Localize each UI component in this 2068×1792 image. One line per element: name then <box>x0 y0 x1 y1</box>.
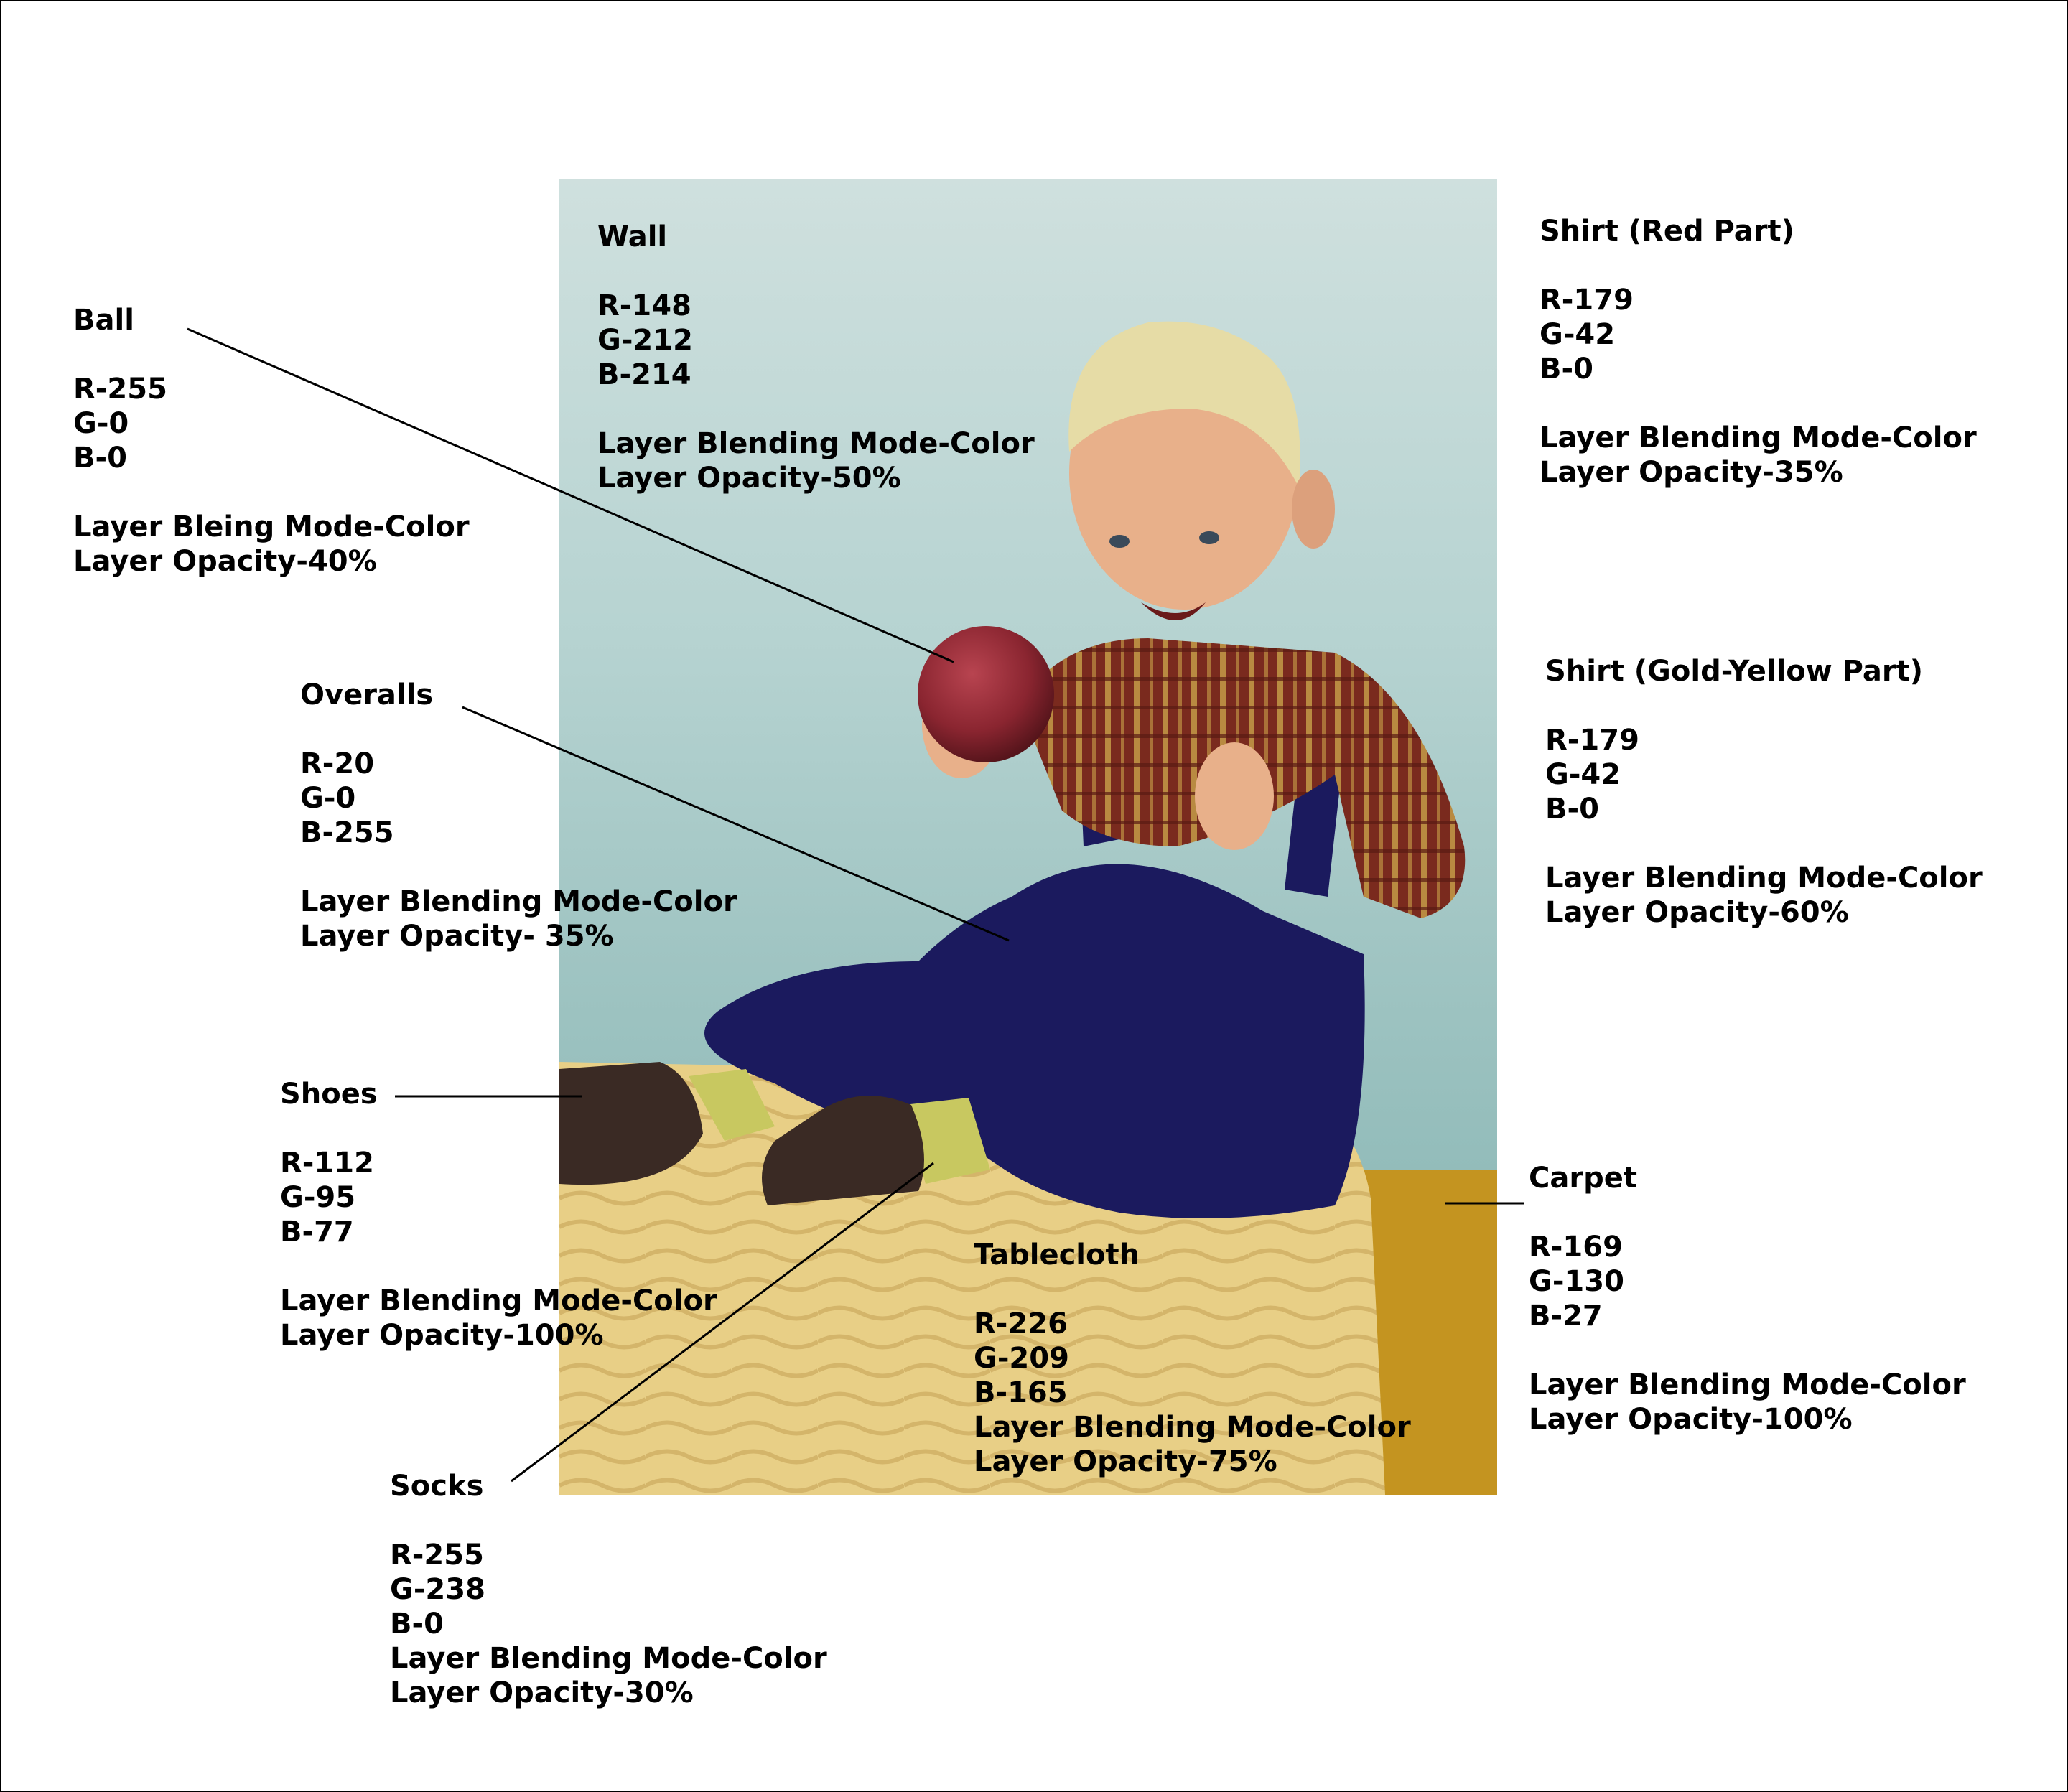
wall-mode: Layer Blending Mode-Color <box>597 427 1035 460</box>
ball-b: B-0 <box>73 442 127 475</box>
shirt-red-opacity: Layer Opacity-35% <box>1540 456 1843 489</box>
overalls-opacity: Layer Opacity- 35% <box>300 920 614 953</box>
eye-left <box>1109 535 1130 548</box>
socks-label: Socks R-255 G-238 B-0 Layer Blending Mod… <box>390 1469 827 1710</box>
wall-opacity: Layer Opacity-50% <box>597 462 901 495</box>
overalls <box>704 864 1365 1218</box>
right-shoe <box>762 1096 924 1205</box>
ball-mode: Layer Bleing Mode-Color <box>73 510 470 543</box>
tablecloth-g: G-209 <box>974 1342 1069 1375</box>
tablecloth-label: Tablecloth R-226 G-209 B-165 Layer Blend… <box>974 1238 1411 1479</box>
ball-leader-line <box>187 327 954 663</box>
socks-leader-line <box>511 1162 934 1483</box>
wall-g: G-212 <box>597 324 693 357</box>
shirt-red-r: R-179 <box>1540 284 1634 317</box>
carpet-opacity: Layer Opacity-100% <box>1529 1403 1853 1436</box>
shirt-gold-b: B-0 <box>1545 793 1599 826</box>
shirt-gold-opacity: Layer Opacity-60% <box>1545 896 1849 929</box>
ball-g: G-0 <box>73 407 129 440</box>
shoes-g: G-95 <box>280 1181 356 1214</box>
overalls-mode: Layer Blending Mode-Color <box>300 885 737 918</box>
ball-title: Ball <box>73 304 134 337</box>
tablecloth-mode: Layer Blending Mode-Color <box>974 1411 1411 1444</box>
shoes-label: Shoes R-112 G-95 B-77 Layer Blending Mod… <box>280 1077 717 1353</box>
shoes-title: Shoes <box>280 1078 378 1111</box>
carpet-r: R-169 <box>1529 1231 1623 1264</box>
tablecloth-b: B-165 <box>974 1376 1068 1409</box>
socks-g: G-238 <box>390 1573 485 1606</box>
wall-title: Wall <box>597 220 668 253</box>
photo-illustration <box>559 321 1497 1495</box>
shirt-gold-mode: Layer Blending Mode-Color <box>1545 862 1983 895</box>
overalls-label: Overalls R-20 G-0 B-255 Layer Blending M… <box>300 678 737 953</box>
shoes-b: B-77 <box>280 1215 354 1249</box>
shirt-gold-label: Shirt (Gold-Yellow Part) R-179 G-42 B-0 … <box>1545 654 1983 930</box>
overalls-b: B-255 <box>300 816 394 849</box>
socks-mode: Layer Blending Mode-Color <box>390 1642 827 1675</box>
overalls-title: Overalls <box>300 678 434 711</box>
tablecloth-r: R-226 <box>974 1307 1068 1340</box>
overalls-leader-line <box>462 706 1010 942</box>
shoes-mode: Layer Blending Mode-Color <box>280 1284 717 1317</box>
wall-label: Wall R-148 G-212 B-214 Layer Blending Mo… <box>597 220 1035 495</box>
shirt-red-b: B-0 <box>1540 353 1593 386</box>
colorized-photo <box>559 179 1497 1495</box>
ball-label: Ball R-255 G-0 B-0 Layer Bleing Mode-Col… <box>73 303 470 579</box>
carpet-b: B-27 <box>1529 1299 1603 1333</box>
mouth <box>1141 602 1206 620</box>
wall-b: B-214 <box>597 358 691 391</box>
eye-right <box>1199 531 1219 544</box>
socks-title: Socks <box>390 1470 484 1503</box>
shirt-red-g: G-42 <box>1540 318 1616 351</box>
carpet-title: Carpet <box>1529 1162 1637 1195</box>
carpet-label: Carpet R-169 G-130 B-27 Layer Blending M… <box>1529 1161 1966 1437</box>
tablecloth-opacity: Layer Opacity-75% <box>974 1445 1277 1478</box>
socks-r: R-255 <box>390 1539 484 1572</box>
shirt-red-title: Shirt (Red Part) <box>1540 215 1794 248</box>
hair <box>1068 321 1300 487</box>
tablecloth-title: Tablecloth <box>974 1238 1140 1271</box>
carpet-mode: Layer Blending Mode-Color <box>1529 1368 1966 1401</box>
left-sock <box>689 1069 775 1141</box>
left-shoe <box>559 1062 703 1185</box>
ball-opacity: Layer Opacity-40% <box>73 545 377 578</box>
carpet <box>1364 1170 1497 1495</box>
ball-r: R-255 <box>73 373 167 406</box>
shirt-red-label: Shirt (Red Part) R-179 G-42 B-0 Layer Bl… <box>1540 214 1977 490</box>
ear <box>1292 470 1335 549</box>
shirt-gold-title: Shirt (Gold-Yellow Part) <box>1545 655 1923 688</box>
overalls-r: R-20 <box>300 747 375 780</box>
wall-r: R-148 <box>597 289 691 322</box>
socks-opacity: Layer Opacity-30% <box>390 1676 694 1709</box>
shirt-gold-r: R-179 <box>1545 724 1639 757</box>
right-sock <box>904 1098 990 1184</box>
carpet-g: G-130 <box>1529 1265 1624 1298</box>
shoes-r: R-112 <box>280 1147 374 1180</box>
shoes-opacity: Layer Opacity-100% <box>280 1319 604 1352</box>
overalls-g: G-0 <box>300 782 356 815</box>
right-hand <box>1195 742 1274 850</box>
shirt-red-mode: Layer Blending Mode-Color <box>1540 421 1977 454</box>
shirt-gold-g: G-42 <box>1545 758 1621 791</box>
socks-b: B-0 <box>390 1607 444 1641</box>
